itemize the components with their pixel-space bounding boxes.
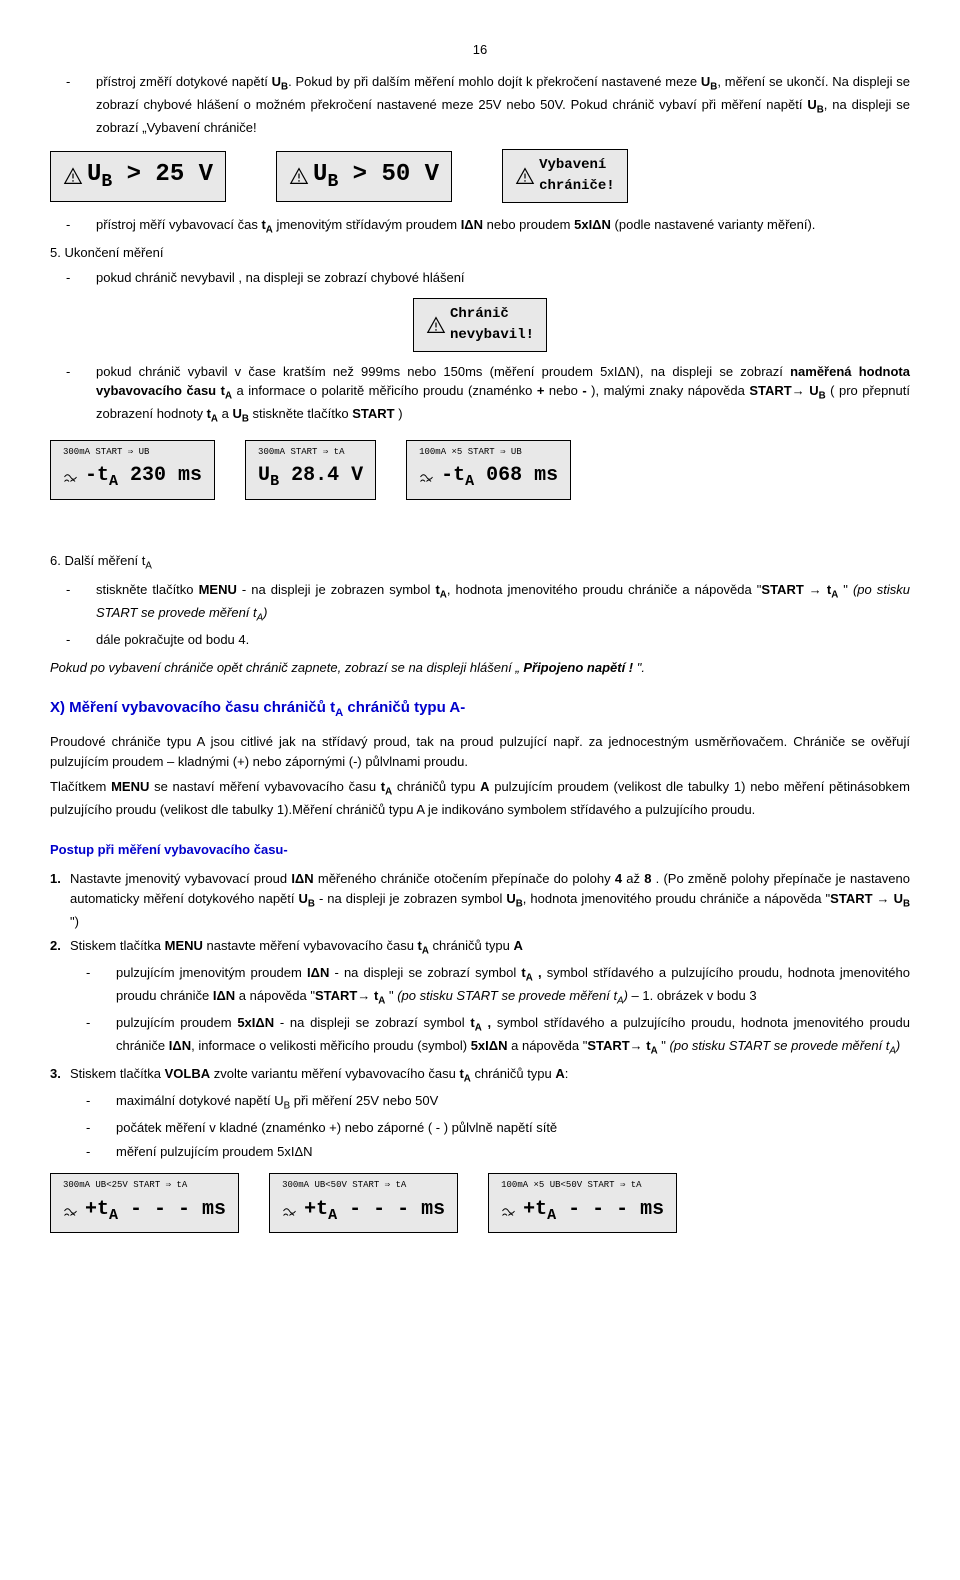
dash: - [70, 1013, 116, 1059]
display-ta-c: 100mA ×5 UB<50V START ⇒ tA +tA - - - ms [488, 1173, 677, 1233]
dash: - [70, 1091, 116, 1114]
num: 2. [50, 936, 70, 959]
para-3: - pokud chránič nevybavil , na displeji … [50, 268, 910, 288]
postup-3-text: Stiskem tlačítka VOLBA zvolte variantu m… [70, 1064, 910, 1087]
section-6: 6. Další měření tA [50, 551, 910, 574]
s6-item2-text: dále pokračujte od bodu 4. [96, 630, 910, 650]
heading-postup: Postup při měření vybavovacího času- [50, 840, 910, 860]
display-ta068: 100mA ×5 START ⇒ UB -tA 068 ms [406, 440, 571, 500]
display-row-3: 300mA START ⇒ UB -tA 230 ms 300mA START … [50, 440, 910, 500]
dash: - [70, 963, 116, 1009]
para-3-text: pokud chránič nevybavil , na displeji se… [96, 268, 910, 288]
para-1-text: přístroj změří dotykové napětí UB. Pokud… [96, 72, 910, 138]
para-4-text: pokud chránič vybavil v čase kratším než… [96, 362, 910, 428]
heading-x: X) Měření vybavovacího času chráničů tA … [50, 697, 910, 722]
num: 3. [50, 1064, 70, 1087]
postup-3-i3-text: měření pulzujícím proudem 5xIΔN [116, 1142, 910, 1162]
dash: - [50, 362, 96, 428]
para-7: Tlačítkem MENU se nastaví měření vybavov… [50, 777, 910, 820]
para-2-text: přístroj měří vybavovací čas tA jmenovit… [96, 215, 910, 238]
dash: - [70, 1142, 116, 1162]
para-6: Proudové chrániče typu A jsou citlivé ja… [50, 732, 910, 771]
postup-1-text: Nastavte jmenovitý vybavovací proud IΔN … [70, 869, 910, 931]
display-ub50: UB > 50 V [276, 151, 452, 202]
dash: - [50, 580, 96, 626]
para-2: - přístroj měří vybavovací čas tA jmenov… [50, 215, 910, 238]
postup-2-text: Stiskem tlačítka MENU nastavte měření vy… [70, 936, 910, 959]
sine-icon [501, 1204, 519, 1218]
dash: - [50, 72, 96, 138]
postup-2-i1: - pulzujícím jmenovitým proudem IΔN - na… [70, 963, 910, 1009]
postup-3-i1: - maximální dotykové napětí UB při měřen… [70, 1091, 910, 1114]
section-5: 5. Ukončení měření [50, 243, 910, 263]
display-row-1: UB > 25 V UB > 50 V Vybaveníchrániče! [50, 149, 910, 203]
postup-3-i1-text: maximální dotykové napětí UB při měření … [116, 1091, 910, 1114]
para-4: - pokud chránič vybavil v čase kratším n… [50, 362, 910, 428]
display-vybaveni: Vybaveníchrániče! [502, 149, 628, 203]
postup-2-i2-text: pulzujícím proudem 5xIΔN - na displeji s… [116, 1013, 910, 1059]
display-ta-b: 300mA UB<50V START ⇒ tA +tA - - - ms [269, 1173, 458, 1233]
postup-2: 2. Stiskem tlačítka MENU nastavte měření… [50, 936, 910, 959]
display-nevybavil: Chráničnevybavil! [413, 298, 547, 352]
page-number: 16 [50, 40, 910, 60]
display-row-2: Chráničnevybavil! [50, 298, 910, 352]
postup-2-i2: - pulzujícím proudem 5xIΔN - na displeji… [70, 1013, 910, 1059]
postup-3-i2-text: počátek měření v kladné (znaménko +) neb… [116, 1118, 910, 1138]
dash: - [70, 1118, 116, 1138]
postup-3-i2: - počátek měření v kladné (znaménko +) n… [70, 1118, 910, 1138]
warning-icon [515, 167, 535, 185]
postup-2-i1-text: pulzujícím jmenovitým proudem IΔN - na d… [116, 963, 910, 1009]
dash: - [50, 215, 96, 238]
dash: - [50, 630, 96, 650]
sine-icon [419, 470, 437, 484]
display-ta230: 300mA START ⇒ UB -tA 230 ms [50, 440, 215, 500]
para-5: Pokud po vybavení chrániče opět chránič … [50, 658, 910, 678]
sine-icon [63, 470, 81, 484]
display-row-4: 300mA UB<25V START ⇒ tA +tA - - - ms 300… [50, 1173, 910, 1233]
display-ub25: UB > 25 V [50, 151, 226, 202]
warning-icon [289, 167, 309, 185]
sine-icon [63, 1204, 81, 1218]
dash: - [50, 268, 96, 288]
s6-item1: - stiskněte tlačítko MENU - na displeji … [50, 580, 910, 626]
postup-1: 1. Nastavte jmenovitý vybavovací proud I… [50, 869, 910, 931]
para-1: - přístroj změří dotykové napětí UB. Pok… [50, 72, 910, 138]
postup-3-i3: - měření pulzujícím proudem 5xIΔN [70, 1142, 910, 1162]
warning-icon [63, 167, 83, 185]
warning-icon [426, 316, 446, 334]
display-ub284: 300mA START ⇒ tA UB 28.4 V [245, 440, 376, 500]
sine-icon [282, 1204, 300, 1218]
s6-item2: - dále pokračujte od bodu 4. [50, 630, 910, 650]
postup-3: 3. Stiskem tlačítka VOLBA zvolte variant… [50, 1064, 910, 1087]
display-ta-a: 300mA UB<25V START ⇒ tA +tA - - - ms [50, 1173, 239, 1233]
s6-item1-text: stiskněte tlačítko MENU - na displeji je… [96, 580, 910, 626]
num: 1. [50, 869, 70, 931]
